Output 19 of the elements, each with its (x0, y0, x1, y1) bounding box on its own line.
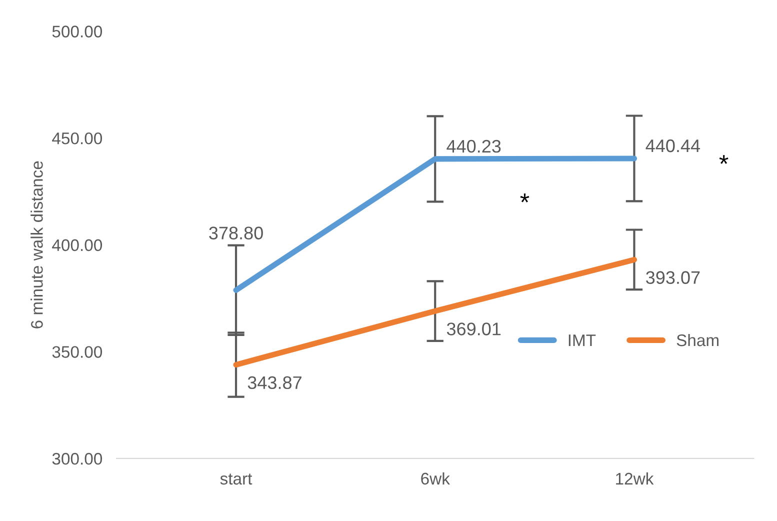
x-tick-label: 6wk (421, 472, 450, 485)
y-axis-title: 6 minute walk distance (30, 161, 43, 328)
y-tick-label: 500.00 (52, 26, 102, 38)
data-label: 343.87 (248, 376, 302, 390)
data-label: 378.80 (209, 226, 263, 240)
x-tick-label: 12wk (616, 472, 654, 484)
y-tick-label: 400.00 (52, 239, 102, 252)
data-label: 369.01 (446, 322, 501, 336)
y-tick-label: 300.00 (52, 452, 102, 465)
annotation: * (520, 194, 530, 202)
annotation: * (719, 155, 728, 164)
legend-label: IMT (568, 334, 596, 346)
data-label: 440.44 (646, 139, 700, 152)
y-tick-label: 350.00 (52, 346, 102, 358)
x-tick-label: start (220, 474, 252, 485)
data-label: 440.23 (446, 140, 501, 153)
legend-label: Sham (676, 334, 718, 346)
data-label: 393.07 (646, 271, 700, 284)
y-tick-label: 450.00 (52, 132, 102, 144)
